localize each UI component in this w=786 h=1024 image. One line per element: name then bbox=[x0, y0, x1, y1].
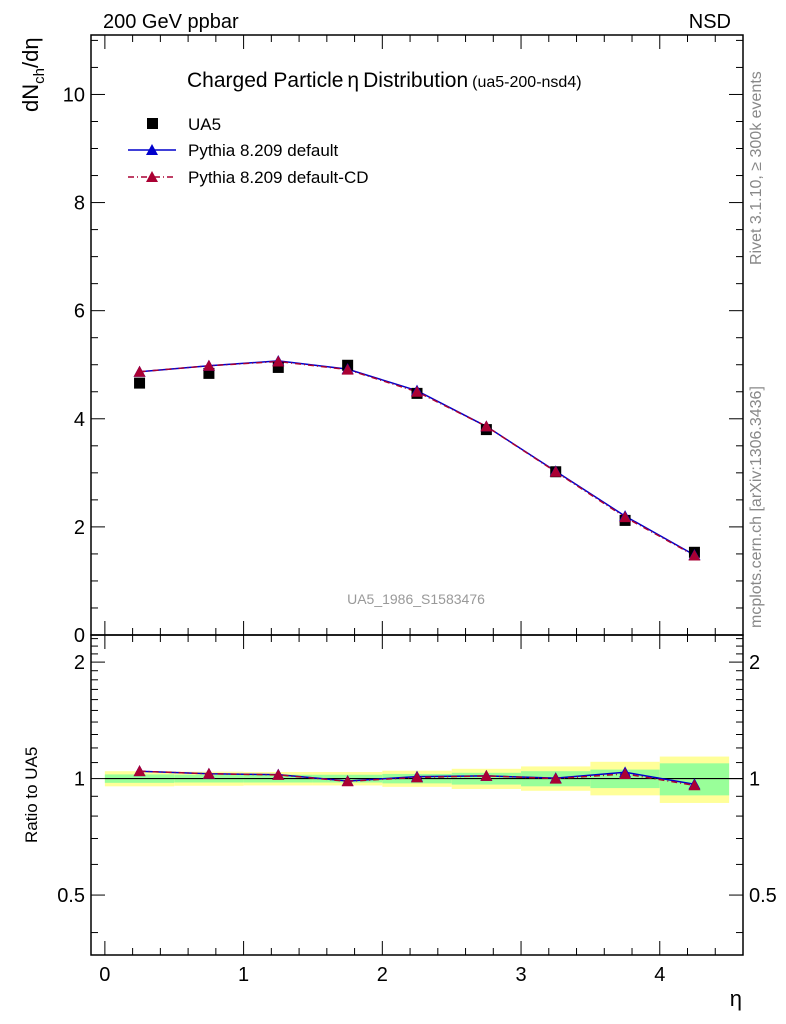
x-tick-label: 2 bbox=[377, 964, 388, 986]
ratio-point-pythia-cd bbox=[272, 768, 285, 780]
ratio-plot-frame bbox=[90, 634, 744, 956]
x-tick-label: 0 bbox=[99, 964, 110, 986]
ratio-y-axis-label: Ratio to UA5 bbox=[22, 747, 41, 843]
main-y-axis-label: dNch/dη bbox=[18, 37, 48, 112]
ratio-point-pythia-cd bbox=[202, 767, 215, 779]
rivet-label: Rivet 3.1.10, ≥ 300k events bbox=[748, 71, 765, 265]
main-y-tick-label: 0 bbox=[74, 625, 85, 647]
legend-label-ua5: UA5 bbox=[188, 115, 221, 134]
legend: UA5 Pythia 8.209 default Pythia 8.209 de… bbox=[128, 115, 369, 187]
main-panel: 0 2 4 6 8 10 Charged Particle η Distribution (ua… bbox=[63, 34, 744, 647]
ratio-y-tick-label-right: 1 bbox=[749, 769, 760, 791]
ratio-point-pythia-cd bbox=[688, 779, 701, 791]
ratio-point-pythia-cd bbox=[133, 765, 146, 777]
ratio-point-pythia-cd bbox=[411, 771, 423, 783]
data-point-ua5 bbox=[203, 367, 215, 379]
legend-marker-default bbox=[146, 144, 158, 155]
ratio-y-tick-label-right: 2 bbox=[749, 652, 760, 674]
data-point-pythia-cd bbox=[549, 465, 562, 477]
data-point-pythia-cd bbox=[202, 359, 215, 371]
data-point-ua5 bbox=[272, 361, 284, 373]
data-point-pythia-cd bbox=[688, 549, 701, 561]
data-point-pythia-cd bbox=[619, 511, 632, 523]
header-left: 200 GeV ppbar bbox=[103, 11, 239, 33]
legend-marker-ua5 bbox=[147, 118, 158, 129]
data-point-pythia-cd bbox=[133, 365, 146, 377]
ylabel-subscript: ch bbox=[31, 68, 48, 84]
x-tick-label: 1 bbox=[238, 964, 249, 986]
x-tick-label: 4 bbox=[654, 964, 665, 986]
title-main-2: Distribution bbox=[363, 69, 468, 92]
data-point-pythia-cd bbox=[341, 363, 354, 375]
data-point-pythia-cd bbox=[411, 385, 423, 397]
ratio-y-tick-label: 1 bbox=[74, 769, 85, 791]
title-eta: η bbox=[347, 69, 359, 92]
data-point-ua5 bbox=[134, 377, 146, 389]
main-y-tick-label: 10 bbox=[63, 84, 85, 106]
main-y-tick-label: 4 bbox=[74, 409, 85, 431]
series-line-pythia-cd bbox=[139, 360, 695, 557]
legend-marker-cd bbox=[146, 171, 158, 182]
ratio-y-tick-label-right: 0.5 bbox=[749, 885, 777, 907]
main-y-tick-label: 2 bbox=[74, 517, 85, 539]
main-y-tick-label: 8 bbox=[74, 193, 85, 215]
analysis-id: UA5_1986_S1583476 bbox=[347, 591, 485, 607]
x-tick-label: 3 bbox=[515, 964, 526, 986]
x-axis-label: η bbox=[730, 986, 742, 1011]
data-point-pythia-cd bbox=[272, 355, 285, 367]
legend-label-default: Pythia 8.209 default bbox=[188, 141, 339, 160]
ratio-point-pythia-cd bbox=[341, 775, 354, 787]
ratio-y-tick-label: 2 bbox=[74, 652, 85, 674]
header-right: NSD bbox=[689, 11, 731, 33]
chart-title: Charged Particle η Distribution (ua5-200-ns… bbox=[187, 69, 582, 92]
title-main-1: Charged Particle bbox=[187, 69, 343, 92]
main-y-tick-label: 6 bbox=[74, 301, 85, 323]
title-suffix: (ua5-200-nsd4) bbox=[472, 74, 581, 91]
data-point-pythia-cd bbox=[480, 420, 493, 432]
ratio-y-tick-label: 0.5 bbox=[57, 885, 85, 907]
legend-label-cd: Pythia 8.209 default-CD bbox=[188, 168, 369, 187]
ratio-point-pythia-cd bbox=[480, 769, 493, 781]
mcplots-label: mcplots.cern.ch [arXiv:1306.3436] bbox=[748, 386, 765, 628]
ratio-point-pythia-cd bbox=[619, 767, 632, 779]
ratio-panel: 0.5 0.5 1 1 2 2 0 1 2 3 4 bbox=[57, 634, 777, 986]
ylabel-part: dN bbox=[18, 84, 43, 112]
ylabel-tail: /dη bbox=[18, 37, 43, 68]
ratio-point-pythia-cd bbox=[549, 772, 562, 784]
